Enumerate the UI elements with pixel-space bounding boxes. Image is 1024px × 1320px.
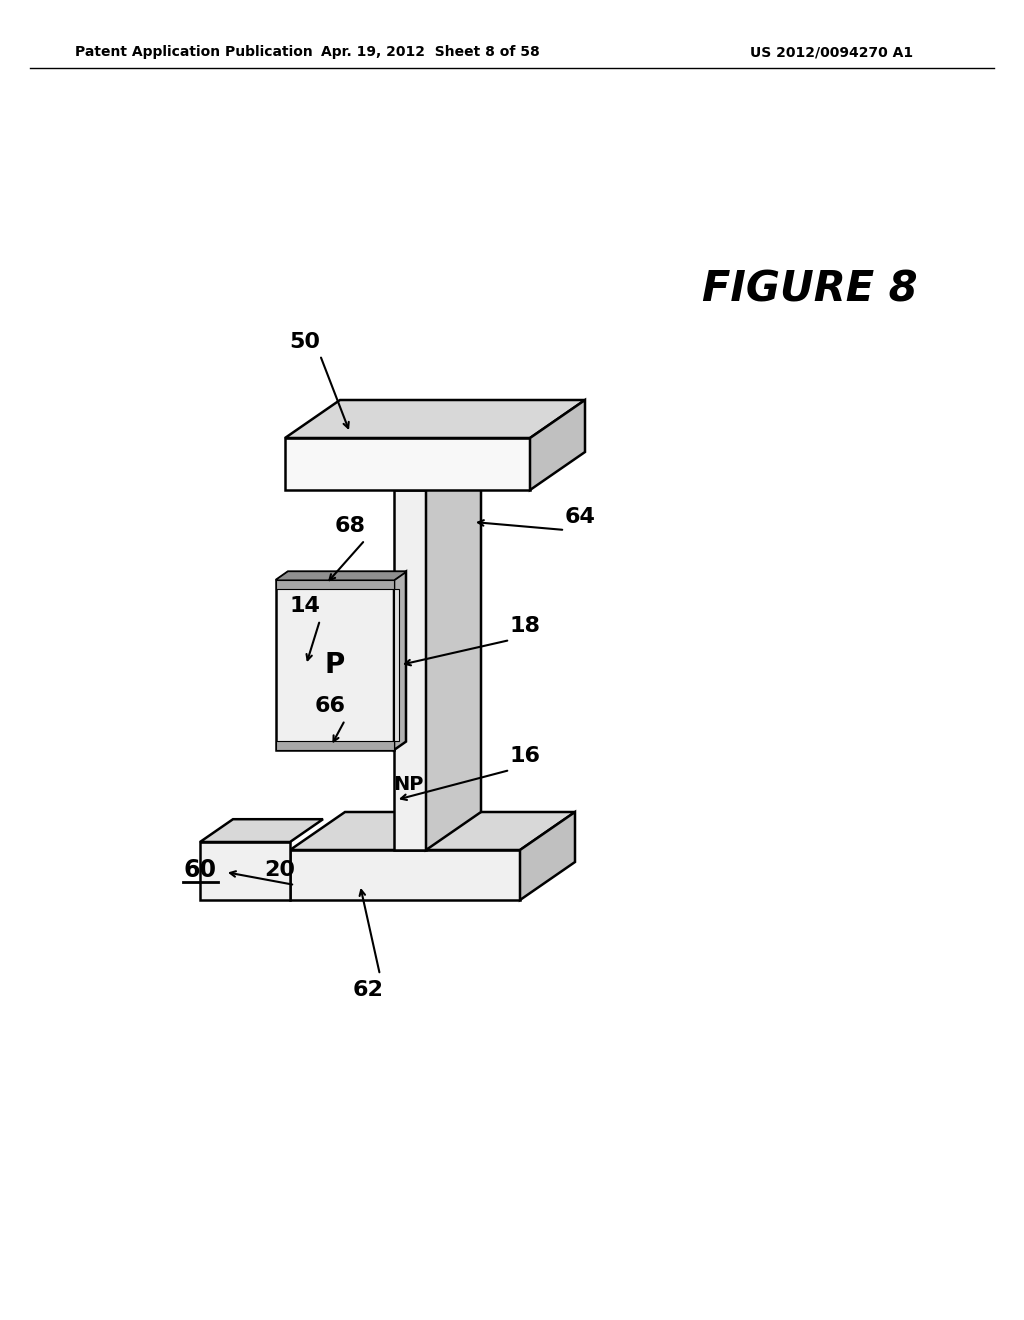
Text: NP: NP (393, 776, 423, 795)
Text: 18: 18 (510, 616, 541, 636)
Text: 68: 68 (335, 516, 366, 536)
Polygon shape (520, 812, 575, 900)
Polygon shape (394, 572, 406, 750)
Text: Apr. 19, 2012  Sheet 8 of 58: Apr. 19, 2012 Sheet 8 of 58 (321, 45, 540, 59)
Polygon shape (200, 842, 290, 900)
Polygon shape (276, 572, 406, 579)
Text: 66: 66 (314, 696, 345, 715)
Text: 20: 20 (264, 861, 296, 880)
Text: 50: 50 (290, 333, 321, 352)
Polygon shape (200, 820, 323, 842)
Polygon shape (394, 589, 399, 741)
Polygon shape (285, 400, 585, 438)
Text: 14: 14 (290, 597, 321, 616)
Polygon shape (394, 490, 426, 850)
Polygon shape (426, 451, 481, 850)
Polygon shape (276, 579, 394, 589)
Polygon shape (276, 572, 406, 579)
Text: 16: 16 (510, 746, 541, 766)
Text: 60: 60 (183, 858, 216, 882)
Text: P: P (325, 651, 345, 678)
Polygon shape (285, 438, 530, 490)
Text: 62: 62 (352, 979, 383, 1001)
Text: US 2012/0094270 A1: US 2012/0094270 A1 (750, 45, 913, 59)
Polygon shape (530, 400, 585, 490)
Polygon shape (276, 741, 394, 750)
Text: FIGURE 8: FIGURE 8 (702, 269, 918, 312)
Text: 64: 64 (564, 507, 595, 527)
Text: Patent Application Publication: Patent Application Publication (75, 45, 312, 59)
Polygon shape (276, 579, 394, 750)
Polygon shape (290, 850, 520, 900)
Polygon shape (290, 812, 575, 850)
